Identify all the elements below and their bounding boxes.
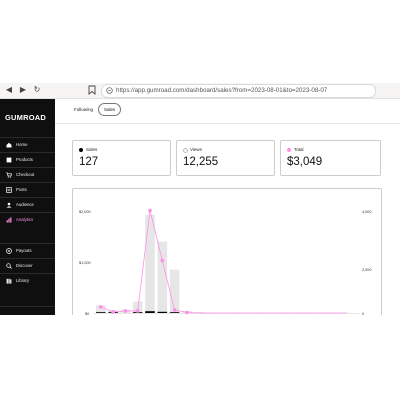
chart-svg: $2,000 $1,000 $0 4,000 2,000 0 bbox=[79, 208, 372, 315]
home-icon bbox=[6, 142, 12, 148]
stat-card-sales: Sales 127 bbox=[72, 140, 171, 176]
views-bar bbox=[132, 301, 143, 313]
sales-bar bbox=[145, 311, 155, 313]
total-point[interactable] bbox=[123, 309, 128, 313]
stat-value: 127 bbox=[79, 156, 99, 168]
total-point[interactable] bbox=[172, 308, 177, 312]
views-bar bbox=[194, 311, 204, 313]
reload-icon[interactable]: ↻ bbox=[33, 85, 41, 94]
products-icon bbox=[6, 157, 12, 163]
sidebar-item-checkout[interactable]: Checkout bbox=[0, 167, 55, 183]
cart-icon bbox=[6, 172, 12, 178]
stat-value: $3,049 bbox=[287, 156, 323, 168]
sidebar-item-analytics[interactable]: Analytics bbox=[0, 212, 55, 228]
right-axis-tick: 0 bbox=[362, 312, 364, 315]
bookmark-icon[interactable] bbox=[88, 85, 96, 95]
views-bar bbox=[169, 269, 180, 313]
sidebar-item-label: Payouts bbox=[16, 248, 32, 253]
sidebar-item-discover[interactable]: Discover bbox=[0, 258, 55, 274]
back-arrow-icon[interactable]: ◀ bbox=[5, 85, 13, 94]
right-axis-tick: 2,000 bbox=[362, 268, 372, 272]
sales-chart: $2,000 $1,000 $0 4,000 2,000 0 bbox=[72, 188, 382, 315]
forward-arrow-icon[interactable]: ▶ bbox=[19, 85, 27, 94]
total-series-line bbox=[100, 210, 347, 314]
stat-label: Sales bbox=[86, 147, 98, 152]
sidebar-item-label: Posts bbox=[16, 187, 27, 192]
stat-label: Views bbox=[190, 147, 202, 152]
sidebar: GUMROAD Home Products Checkout Posts Aud… bbox=[0, 99, 55, 315]
stat-value: 12,255 bbox=[183, 156, 219, 168]
sales-bar bbox=[169, 312, 180, 313]
views-legend-dot bbox=[183, 148, 188, 153]
tab-following[interactable]: Following bbox=[74, 107, 94, 112]
sales-legend-dot bbox=[79, 148, 83, 152]
sidebar-item-payouts[interactable]: Payouts bbox=[0, 243, 55, 259]
sidebar-item-label: Discover bbox=[16, 263, 33, 268]
total-legend-dot bbox=[287, 148, 291, 152]
analytics-icon bbox=[6, 217, 12, 223]
sidebar-item-products[interactable]: Products bbox=[0, 152, 55, 168]
gumroad-logo[interactable]: GUMROAD bbox=[5, 113, 46, 122]
total-point[interactable] bbox=[135, 309, 140, 313]
right-axis-tick: 4,000 bbox=[362, 210, 372, 214]
total-points bbox=[99, 208, 189, 315]
views-bars bbox=[96, 214, 352, 314]
url-text[interactable]: https://app.gumroad.com/dashboard/sales?… bbox=[116, 87, 328, 94]
total-point[interactable] bbox=[111, 310, 115, 314]
sales-bar bbox=[96, 312, 106, 313]
views-bar bbox=[145, 214, 155, 313]
site-settings-icon[interactable] bbox=[106, 87, 113, 94]
main-content: Following Sales Sales 127 Views 12,255 T… bbox=[55, 99, 400, 315]
sidebar-item-audience[interactable]: Audience bbox=[0, 197, 55, 213]
posts-icon bbox=[6, 187, 12, 193]
sidebar-item-more[interactable] bbox=[0, 306, 55, 315]
sidebar-item-posts[interactable]: Posts bbox=[0, 182, 55, 198]
payouts-icon bbox=[6, 248, 12, 254]
left-axis-tick: $2,000 bbox=[79, 210, 91, 214]
tab-sales[interactable]: Sales bbox=[98, 103, 122, 116]
browser-toolbar: ◀ ▶ ↻ https://app.gumroad.com/dashboard/… bbox=[0, 83, 400, 99]
sidebar-item-label: Audience bbox=[16, 202, 34, 207]
total-point[interactable] bbox=[160, 258, 165, 263]
sidebar-item-library[interactable]: Library bbox=[0, 273, 55, 289]
address-bar[interactable]: https://app.gumroad.com/dashboard/sales?… bbox=[101, 84, 376, 98]
views-bar bbox=[96, 305, 106, 313]
audience-icon bbox=[6, 202, 12, 208]
page-header: Following Sales bbox=[55, 99, 400, 124]
stat-card-total: Total $3,049 bbox=[280, 140, 381, 176]
sales-bar bbox=[157, 311, 168, 313]
views-bar bbox=[157, 241, 168, 313]
left-axis-tick: $0 bbox=[85, 312, 89, 315]
sidebar-item-label: Analytics bbox=[16, 217, 34, 222]
library-icon bbox=[6, 278, 12, 284]
total-point[interactable] bbox=[99, 305, 103, 309]
sidebar-item-home[interactable]: Home bbox=[0, 137, 55, 153]
sidebar-item-label: Products bbox=[16, 157, 33, 162]
stat-label: Total bbox=[294, 147, 304, 152]
stat-card-views: Views 12,255 bbox=[176, 140, 275, 176]
total-point[interactable] bbox=[185, 310, 189, 315]
search-icon bbox=[6, 263, 12, 269]
left-axis-tick: $1,000 bbox=[79, 261, 91, 265]
sidebar-item-label: Checkout bbox=[16, 172, 35, 177]
total-point[interactable] bbox=[148, 208, 152, 213]
sidebar-item-label: Library bbox=[16, 278, 30, 283]
sidebar-item-label: Home bbox=[16, 142, 28, 147]
